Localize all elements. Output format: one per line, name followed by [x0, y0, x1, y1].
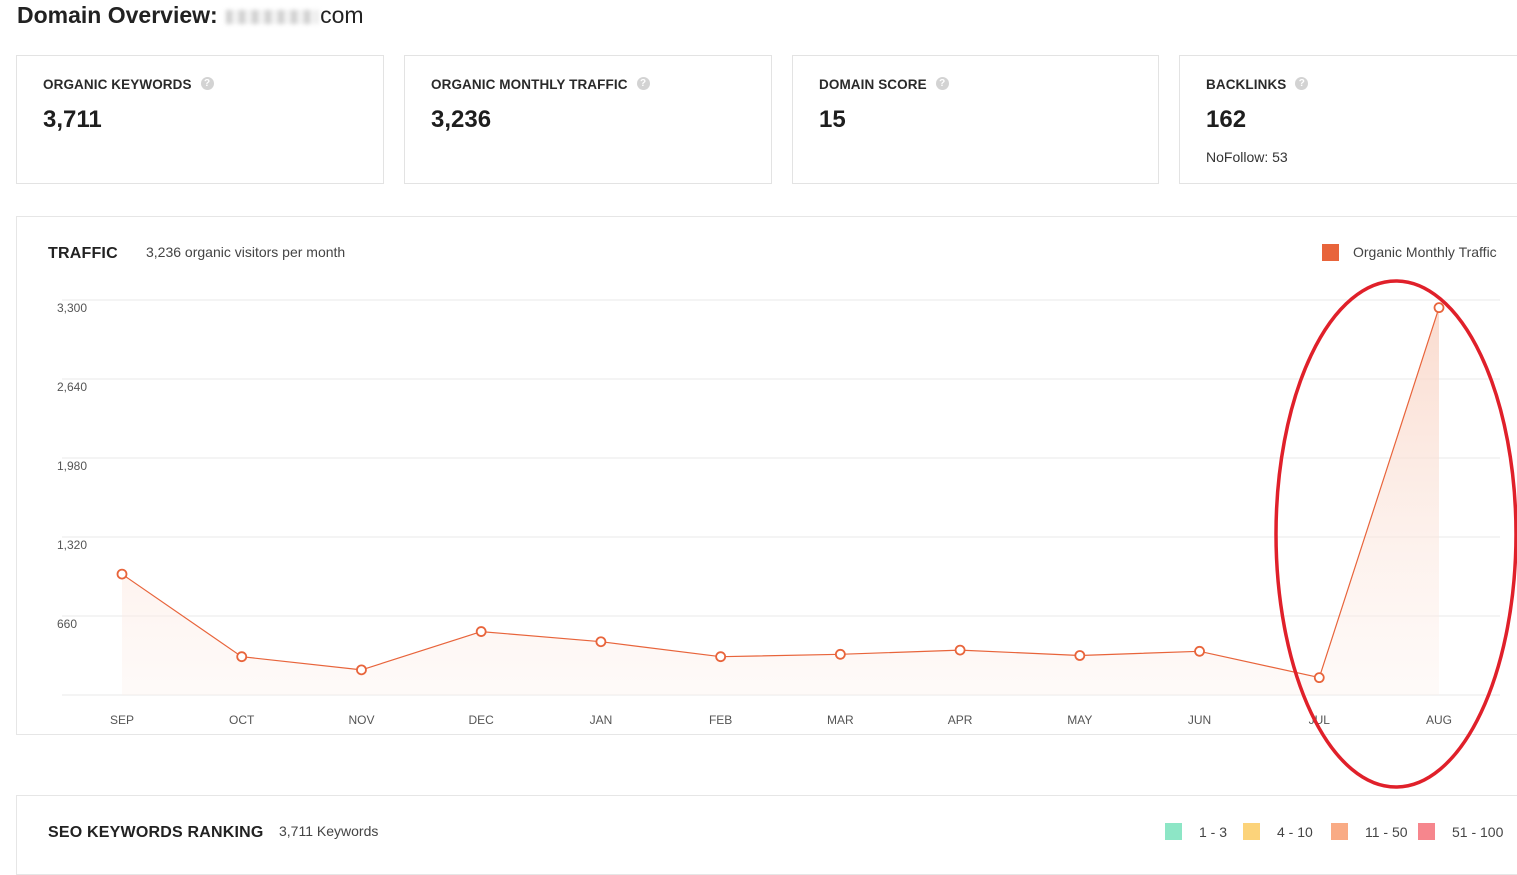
- rank-swatch: [1418, 823, 1435, 840]
- rank-swatch: [1165, 823, 1182, 840]
- rank-label: 51 - 100: [1452, 823, 1504, 840]
- organic-traffic-label-text: ORGANIC MONTHLY TRAFFIC: [431, 77, 628, 92]
- seo-keywords-count: 3,711 Keywords: [279, 823, 379, 839]
- backlinks-label-text: BACKLINKS: [1206, 77, 1287, 92]
- traffic-data-point[interactable]: [475, 626, 487, 637]
- page-title: Domain Overview: com: [17, 0, 364, 32]
- legend-label[interactable]: Organic Monthly Traffic: [1353, 244, 1497, 260]
- x-tick-label: JAN: [590, 713, 613, 727]
- x-tick-label: FEB: [709, 713, 732, 727]
- traffic-panel: TRAFFIC 3,236 organic visitors per month…: [16, 216, 1517, 735]
- traffic-subtitle: 3,236 organic visitors per month: [146, 244, 346, 260]
- traffic-heading: TRAFFIC: [48, 245, 118, 262]
- organic-traffic-value: 3,236: [431, 106, 492, 133]
- help-icon[interactable]: ?: [1295, 76, 1309, 90]
- nofollow-count: NoFollow: 53: [1206, 149, 1288, 165]
- traffic-data-point[interactable]: [1194, 645, 1205, 657]
- traffic-data-point[interactable]: [116, 568, 128, 580]
- x-tick-label: MAR: [827, 713, 854, 727]
- help-icon[interactable]: ?: [200, 76, 214, 90]
- x-tick-label: OCT: [229, 713, 255, 727]
- rank-label: 11 - 50: [1365, 823, 1408, 840]
- y-tick-label: 2,640: [57, 380, 87, 394]
- chart-grid: [62, 299, 1500, 696]
- organic-traffic-label: ORGANIC MONTHLY TRAFFIC ?: [431, 76, 650, 92]
- domain-score-label: DOMAIN SCORE ?: [819, 76, 949, 92]
- organic-keywords-value: 3,711: [43, 106, 102, 133]
- help-icon[interactable]: ?: [935, 76, 949, 90]
- rank-swatch: [1331, 823, 1348, 840]
- y-axis-ticks: 3,300 2,640 1,980 1,320 660: [57, 301, 87, 631]
- traffic-chart: 3,300 2,640 1,980 1,320 660 SEP OCT NOV DEC JAN F…: [57, 279, 1517, 789]
- x-tick-label: MAY: [1067, 713, 1092, 727]
- organic-keywords-label: ORGANIC KEYWORDS ?: [43, 76, 214, 92]
- traffic-area-fill: [122, 307, 1439, 695]
- x-tick-label: AUG: [1426, 713, 1452, 727]
- rank-label: 4 - 10: [1277, 823, 1313, 840]
- x-tick-label: JUN: [1188, 713, 1211, 727]
- backlinks-value: 162: [1206, 106, 1247, 133]
- redacted-domain: [226, 9, 319, 24]
- domain-score-card[interactable]: DOMAIN SCORE ? 15: [792, 55, 1159, 184]
- y-tick-label: 660: [57, 617, 77, 631]
- x-tick-label: SEP: [110, 713, 134, 727]
- x-tick-label: NOV: [348, 713, 374, 727]
- y-tick-label: 1,320: [57, 538, 87, 552]
- legend-swatch: [1322, 244, 1339, 261]
- x-tick-label: APR: [948, 713, 973, 727]
- domain-score-label-text: DOMAIN SCORE: [819, 77, 927, 92]
- y-tick-label: 3,300: [57, 301, 87, 315]
- rank-label: 1 - 3: [1199, 823, 1228, 840]
- organic-traffic-card[interactable]: ORGANIC MONTHLY TRAFFIC ? 3,236: [404, 55, 772, 184]
- highlight-annotation-circle: [1274, 279, 1517, 789]
- page-title-prefix: Domain Overview:: [17, 2, 218, 28]
- rank-swatch: [1243, 823, 1260, 840]
- y-tick-label: 1,980: [57, 459, 87, 473]
- traffic-data-point[interactable]: [356, 664, 367, 676]
- traffic-data-point[interactable]: [1313, 672, 1325, 684]
- traffic-data-point[interactable]: [236, 651, 248, 663]
- organic-keywords-label-text: ORGANIC KEYWORDS: [43, 77, 192, 92]
- traffic-data-point[interactable]: [1074, 650, 1086, 661]
- traffic-data-point[interactable]: [715, 651, 727, 663]
- traffic-data-point[interactable]: [834, 648, 846, 660]
- help-icon[interactable]: ?: [636, 76, 650, 90]
- rank-legend-51-100[interactable]: 51 - 100: [1418, 823, 1503, 840]
- domain-suffix: com: [320, 2, 364, 28]
- domain-score-value: 15: [819, 106, 846, 133]
- organic-keywords-card[interactable]: ORGANIC KEYWORDS ? 3,711: [16, 55, 384, 184]
- traffic-data-point[interactable]: [1433, 302, 1445, 314]
- seo-keywords-panel: SEO KEYWORDS RANKING 3,711 Keywords 1 - …: [16, 795, 1517, 875]
- traffic-data-point[interactable]: [954, 644, 966, 656]
- backlinks-label: BACKLINKS ?: [1206, 76, 1309, 92]
- rank-legend-11-50[interactable]: 11 - 50: [1331, 823, 1408, 840]
- rank-legend-1-3[interactable]: 1 - 3: [1165, 823, 1227, 840]
- traffic-data-point[interactable]: [595, 636, 607, 648]
- x-axis-ticks: SEP OCT NOV DEC JAN FEB MAR APR MAY JUN JUL AUG: [110, 713, 1452, 727]
- rank-legend-4-10[interactable]: 4 - 10: [1243, 823, 1313, 840]
- traffic-series-line: [121, 307, 1440, 679]
- backlinks-card[interactable]: BACKLINKS ? 162 NoFollow: 53: [1179, 55, 1517, 184]
- x-tick-label: DEC: [469, 713, 495, 727]
- seo-keywords-heading: SEO KEYWORDS RANKING: [48, 824, 264, 841]
- traffic-points: [116, 302, 1445, 684]
